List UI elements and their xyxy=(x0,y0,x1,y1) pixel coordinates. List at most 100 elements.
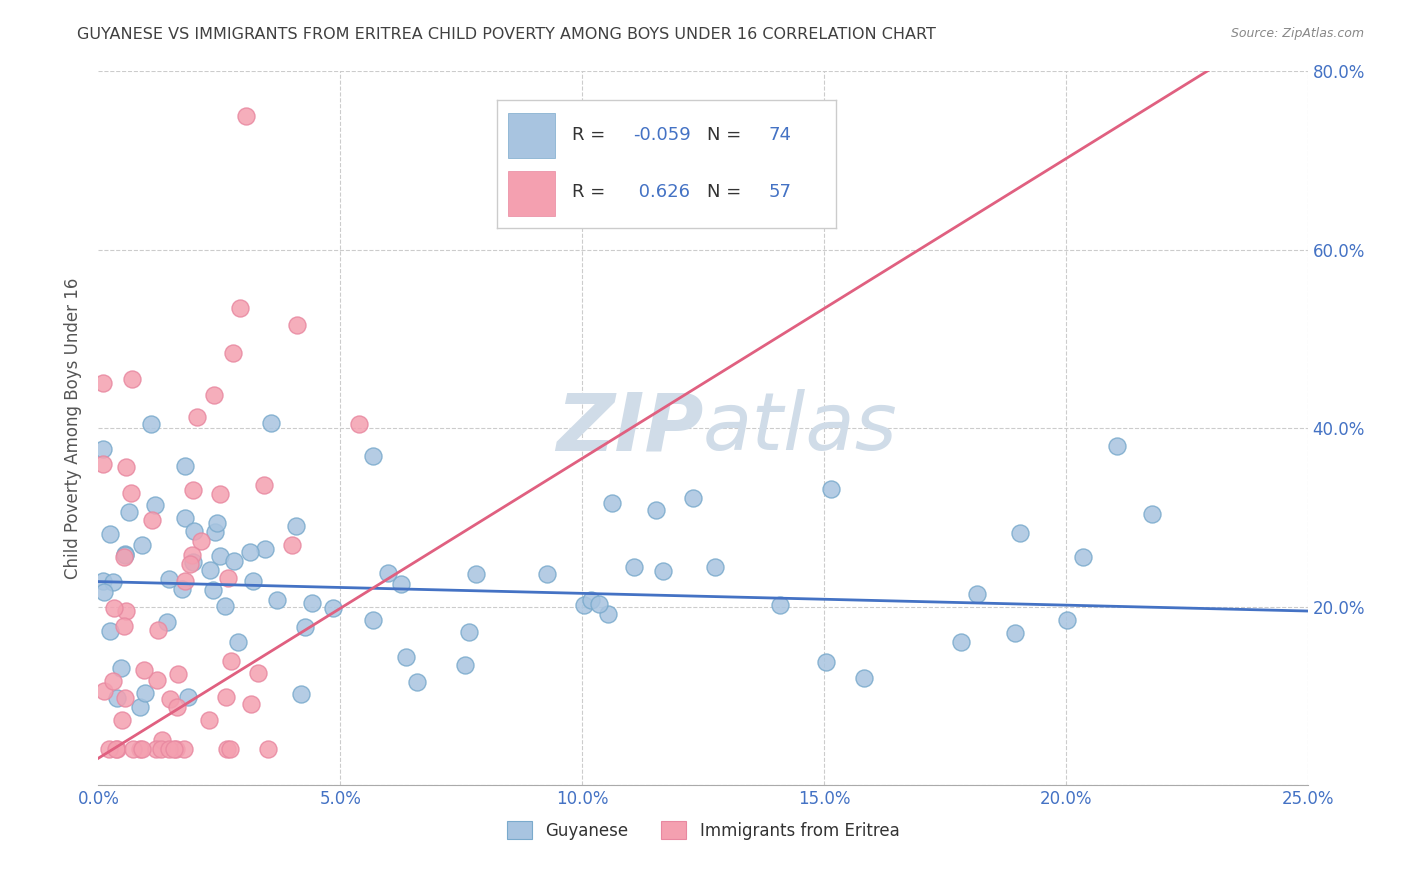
Point xyxy=(98,527,121,541)
Point xyxy=(221,654,243,668)
Point xyxy=(207,516,229,530)
Point xyxy=(114,549,136,563)
Point xyxy=(202,388,225,402)
Point xyxy=(134,686,156,700)
Point xyxy=(174,459,197,474)
Point xyxy=(208,486,231,500)
Point xyxy=(173,742,195,756)
Point xyxy=(204,524,226,539)
Point xyxy=(122,742,145,756)
Point xyxy=(157,742,180,756)
Point xyxy=(163,742,186,756)
Point xyxy=(134,663,156,677)
Point xyxy=(769,598,792,612)
Point xyxy=(141,513,163,527)
Point xyxy=(176,690,198,705)
Point xyxy=(966,587,988,601)
Point xyxy=(166,667,188,681)
Point xyxy=(183,524,205,539)
Point xyxy=(93,584,115,599)
Point xyxy=(581,592,603,607)
Point xyxy=(215,690,238,705)
Point xyxy=(218,742,240,756)
Point xyxy=(260,417,283,431)
Point xyxy=(105,690,128,705)
Point xyxy=(181,555,204,569)
Point xyxy=(285,519,308,533)
Point xyxy=(121,372,143,386)
Point xyxy=(285,318,308,333)
Point xyxy=(1004,625,1026,640)
Text: GUYANESE VS IMMIGRANTS FROM ERITREA CHILD POVERTY AMONG BOYS UNDER 16 CORRELATIO: GUYANESE VS IMMIGRANTS FROM ERITREA CHIL… xyxy=(77,27,936,42)
Point xyxy=(290,687,312,701)
Point xyxy=(111,713,134,727)
Point xyxy=(105,742,128,756)
Point xyxy=(257,742,280,756)
Point xyxy=(235,109,257,123)
Point xyxy=(114,547,136,561)
Legend: Guyanese, Immigrants from Eritrea: Guyanese, Immigrants from Eritrea xyxy=(498,814,908,848)
Point xyxy=(180,548,202,562)
Point xyxy=(217,571,239,585)
Point xyxy=(198,713,221,727)
Point xyxy=(246,666,269,681)
Point xyxy=(174,574,197,588)
Point xyxy=(588,597,610,611)
Point xyxy=(536,567,558,582)
Point xyxy=(1071,549,1094,564)
Point xyxy=(156,615,179,629)
Point xyxy=(253,478,276,492)
Point xyxy=(949,634,972,648)
Point xyxy=(322,601,344,615)
Point xyxy=(852,671,875,685)
Point xyxy=(596,607,619,621)
Point xyxy=(166,700,188,714)
Point xyxy=(239,545,262,559)
Point xyxy=(301,597,323,611)
Point xyxy=(222,554,245,568)
Point xyxy=(214,599,236,614)
Point xyxy=(254,541,277,556)
Point xyxy=(458,625,481,640)
Point xyxy=(215,742,238,756)
Point xyxy=(465,566,488,581)
Point xyxy=(174,511,197,525)
Point xyxy=(145,742,167,756)
Point xyxy=(131,742,153,756)
Point xyxy=(377,566,399,581)
Point xyxy=(294,620,316,634)
Point xyxy=(128,742,150,756)
Point xyxy=(645,503,668,517)
Point xyxy=(101,575,124,590)
Point xyxy=(120,485,142,500)
Point xyxy=(146,673,169,687)
Text: Source: ZipAtlas.com: Source: ZipAtlas.com xyxy=(1230,27,1364,40)
Point xyxy=(395,650,418,665)
Point xyxy=(112,550,135,565)
Point xyxy=(716,153,738,168)
Point xyxy=(129,700,152,714)
Point xyxy=(572,598,595,612)
Y-axis label: Child Poverty Among Boys Under 16: Child Poverty Among Boys Under 16 xyxy=(65,277,83,579)
Text: atlas: atlas xyxy=(703,389,898,467)
Point xyxy=(389,577,412,591)
Point xyxy=(347,417,370,432)
Point xyxy=(110,661,132,675)
Point xyxy=(115,604,138,618)
Point xyxy=(143,498,166,512)
Text: ZIP: ZIP xyxy=(555,389,703,467)
Point xyxy=(103,673,125,688)
Point xyxy=(242,574,264,588)
Point xyxy=(186,410,208,425)
Point xyxy=(600,496,623,510)
Point xyxy=(91,376,114,390)
Point xyxy=(198,563,221,577)
Point xyxy=(149,742,172,756)
Point xyxy=(139,417,162,432)
Point xyxy=(157,572,180,586)
Point xyxy=(208,549,231,563)
Point xyxy=(229,301,252,315)
Point xyxy=(91,442,114,456)
Point xyxy=(652,564,675,578)
Point xyxy=(226,635,249,649)
